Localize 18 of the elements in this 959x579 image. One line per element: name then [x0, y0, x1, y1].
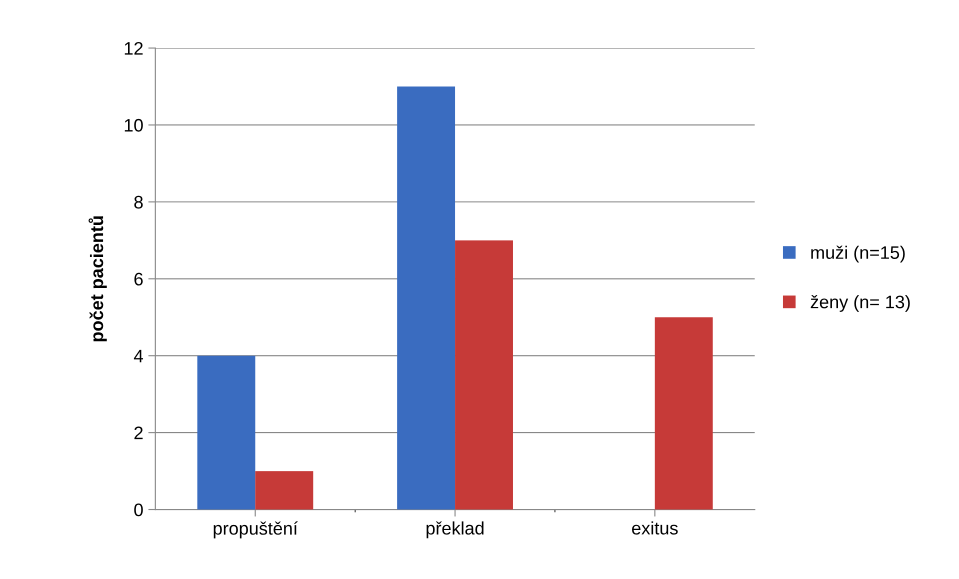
x-tick-label: překlad — [426, 521, 484, 538]
y-tick-label: 6 — [134, 272, 143, 286]
y-tick-label: 10 — [124, 118, 143, 132]
y-tick-label: 2 — [134, 426, 143, 440]
y-tick-label: 8 — [134, 196, 143, 209]
x-tick-label: propuštění — [214, 521, 298, 538]
legend-label: ženy (n= 13) — [810, 295, 910, 312]
y-tick-label: 12 — [124, 42, 143, 55]
legend-label: muži (n=15) — [811, 246, 905, 263]
y-tick-label: 0 — [134, 503, 143, 516]
bar — [455, 240, 513, 510]
bar — [197, 356, 256, 510]
bar — [654, 317, 713, 510]
y-tick-label: 4 — [134, 350, 144, 362]
x-tick-label: exitus — [632, 521, 678, 535]
bar — [255, 471, 314, 510]
y-axis-title: počet pacientů — [88, 216, 107, 342]
bar — [397, 86, 456, 510]
